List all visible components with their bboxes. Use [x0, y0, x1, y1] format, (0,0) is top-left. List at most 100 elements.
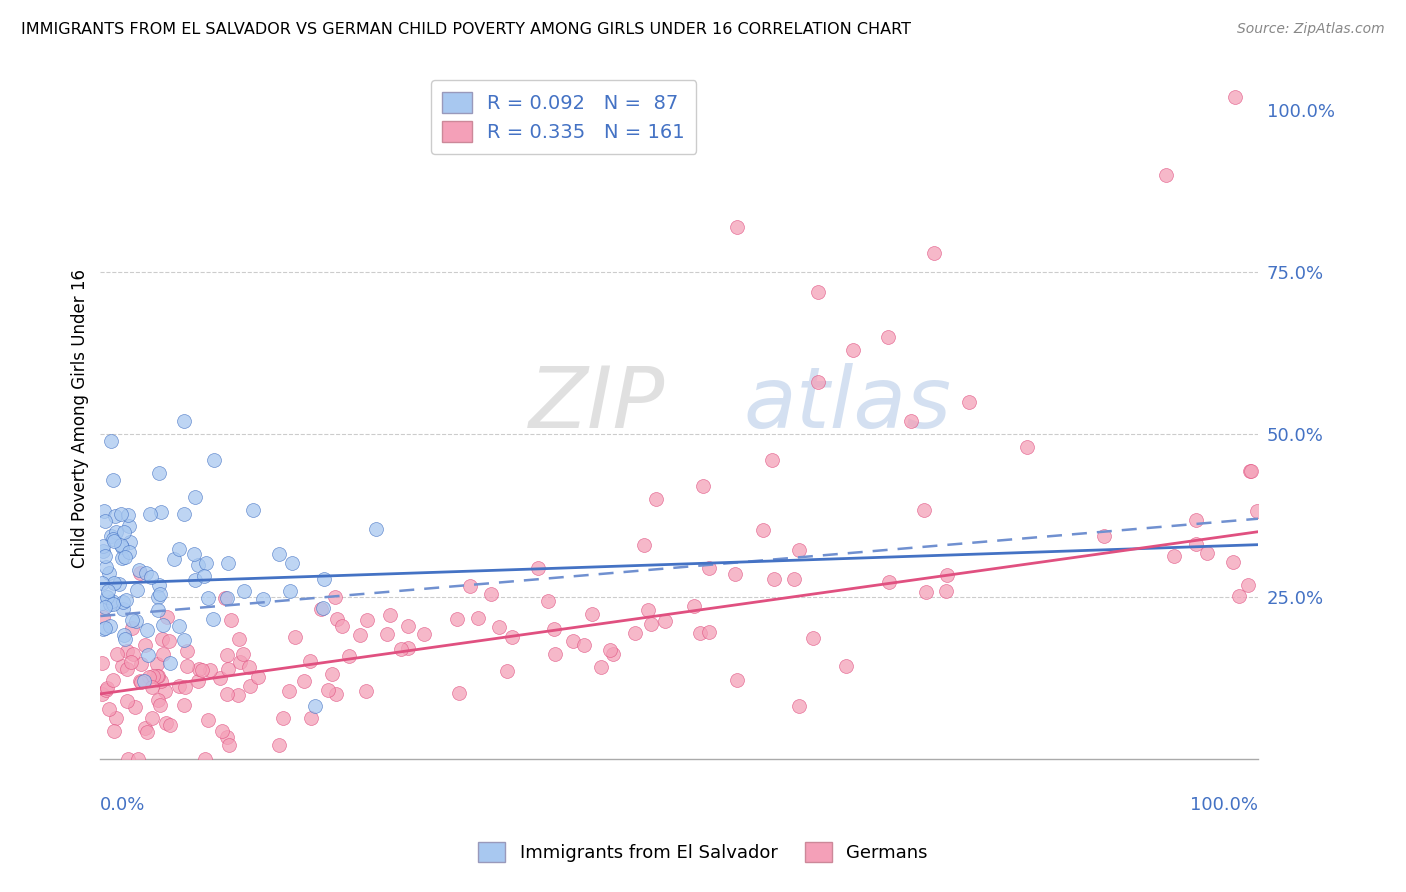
Point	[1197, 546, 1219, 560]
Point	[228, 688, 250, 702]
Point	[167, 679, 190, 693]
Point	[683, 599, 706, 613]
Point	[599, 643, 621, 657]
Point	[115, 694, 138, 708]
Point	[156, 609, 179, 624]
Point	[725, 219, 748, 234]
Point	[349, 628, 371, 642]
Point	[159, 656, 181, 670]
Point	[330, 619, 353, 633]
Point	[501, 630, 523, 644]
Point	[173, 508, 195, 522]
Point	[138, 670, 160, 684]
Point	[789, 542, 811, 557]
Point	[496, 665, 519, 679]
Point	[1227, 589, 1250, 603]
Point	[835, 659, 858, 673]
Point	[127, 752, 149, 766]
Point	[193, 569, 215, 583]
Point	[90, 596, 112, 610]
Point	[211, 724, 233, 739]
Point	[98, 619, 121, 633]
Point	[167, 618, 190, 632]
Point	[108, 577, 131, 591]
Point	[1163, 549, 1185, 563]
Point	[187, 674, 209, 689]
Point	[128, 674, 150, 689]
Point	[782, 573, 804, 587]
Point	[242, 503, 264, 517]
Point	[912, 502, 935, 516]
Point	[155, 715, 177, 730]
Point	[146, 669, 169, 683]
Point	[93, 543, 115, 558]
Point	[100, 529, 122, 543]
Point	[637, 602, 659, 616]
Point	[103, 473, 125, 487]
Point	[228, 632, 250, 647]
Point	[488, 620, 510, 634]
Point	[763, 572, 786, 586]
Legend: R = 0.092   N =  87, R = 0.335   N = 161: R = 0.092 N = 87, R = 0.335 N = 161	[430, 80, 696, 153]
Point	[380, 607, 402, 622]
Point	[112, 595, 135, 609]
Point	[135, 566, 157, 581]
Point	[111, 551, 134, 566]
Point	[141, 669, 163, 683]
Point	[191, 664, 214, 678]
Point	[208, 671, 231, 685]
Point	[413, 627, 436, 641]
Point	[215, 591, 238, 606]
Point	[129, 675, 152, 690]
Point	[176, 643, 198, 657]
Point	[1015, 440, 1038, 454]
Point	[197, 591, 219, 605]
Point	[194, 556, 217, 570]
Point	[1225, 90, 1247, 104]
Point	[221, 613, 243, 627]
Point	[136, 624, 159, 638]
Point	[1240, 464, 1263, 478]
Point	[103, 509, 125, 524]
Point	[173, 633, 195, 648]
Point	[697, 624, 720, 639]
Point	[1092, 529, 1115, 543]
Point	[97, 702, 120, 716]
Point	[132, 673, 155, 688]
Point	[139, 570, 162, 584]
Point	[915, 585, 938, 599]
Point	[103, 533, 125, 548]
Point	[152, 617, 174, 632]
Point	[246, 670, 269, 684]
Point	[1154, 168, 1177, 182]
Point	[304, 698, 326, 713]
Point	[645, 492, 668, 507]
Point	[312, 601, 335, 615]
Point	[152, 647, 174, 661]
Point	[876, 330, 898, 344]
Point	[194, 752, 217, 766]
Point	[157, 633, 180, 648]
Point	[117, 752, 139, 766]
Point	[91, 539, 114, 553]
Point	[1237, 577, 1260, 591]
Point	[446, 612, 468, 626]
Point	[105, 647, 128, 661]
Point	[136, 648, 159, 662]
Point	[94, 600, 117, 615]
Point	[725, 673, 748, 687]
Point	[146, 657, 169, 671]
Point	[115, 644, 138, 658]
Point	[184, 573, 207, 587]
Point	[544, 647, 567, 661]
Point	[183, 491, 205, 505]
Point	[623, 625, 645, 640]
Point	[93, 549, 115, 564]
Point	[761, 453, 783, 467]
Point	[724, 567, 747, 582]
Point	[543, 622, 565, 636]
Point	[149, 505, 172, 519]
Point	[141, 681, 163, 695]
Point	[292, 673, 315, 688]
Text: ZIP: ZIP	[529, 363, 665, 446]
